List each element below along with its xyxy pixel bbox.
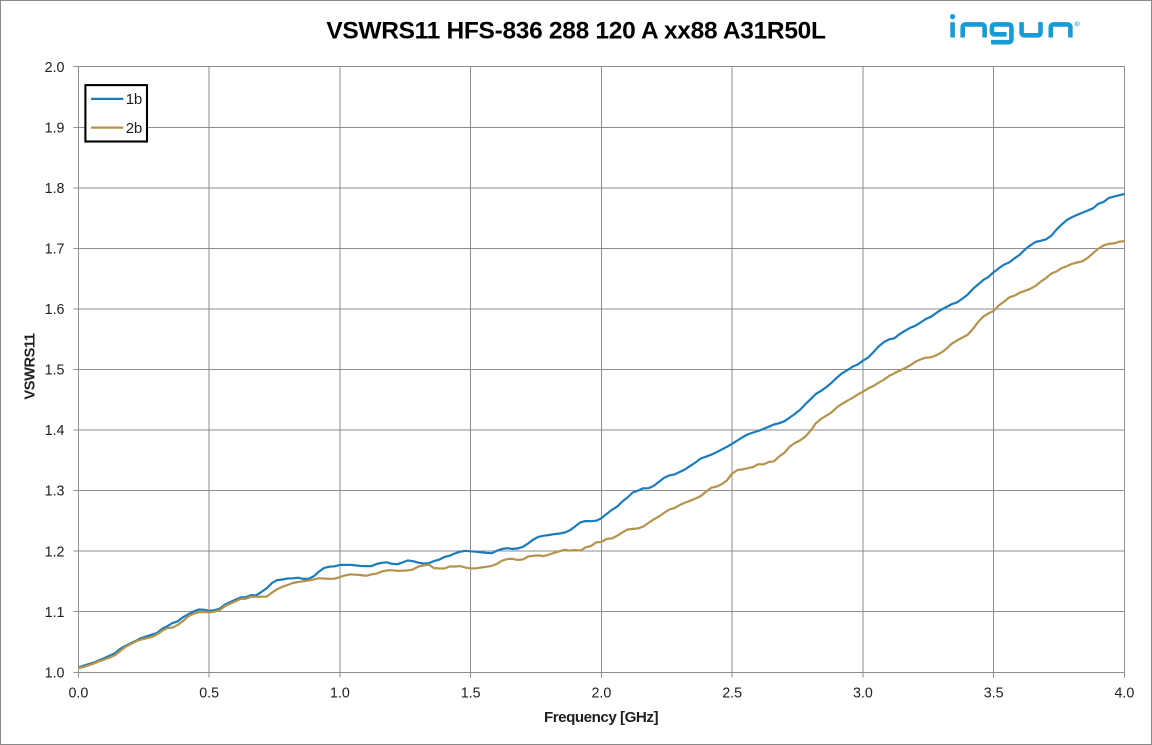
svg-text:1.8: 1.8 <box>45 181 65 197</box>
svg-text:4.0: 4.0 <box>1114 685 1134 701</box>
svg-text:1.2: 1.2 <box>45 544 65 560</box>
svg-text:1.4: 1.4 <box>45 423 65 439</box>
svg-text:1.7: 1.7 <box>45 241 65 257</box>
svg-text:1.1: 1.1 <box>45 605 65 621</box>
svg-text:1.5: 1.5 <box>45 363 65 379</box>
svg-text:0.0: 0.0 <box>68 685 88 701</box>
svg-text:1.6: 1.6 <box>45 302 65 318</box>
svg-text:2.0: 2.0 <box>591 685 611 701</box>
svg-text:1.3: 1.3 <box>45 484 65 500</box>
svg-text:2.5: 2.5 <box>722 685 742 701</box>
svg-text:1b: 1b <box>126 91 142 108</box>
svg-text:3.5: 3.5 <box>984 685 1004 701</box>
svg-text:1.9: 1.9 <box>45 120 65 136</box>
svg-text:0.5: 0.5 <box>199 685 219 701</box>
svg-text:3.0: 3.0 <box>853 685 873 701</box>
svg-text:VSWRS11: VSWRS11 <box>22 333 38 399</box>
svg-text:2b: 2b <box>126 120 142 137</box>
svg-text:Frequency [GHz]: Frequency [GHz] <box>544 709 658 726</box>
svg-text:1.0: 1.0 <box>45 665 65 681</box>
svg-text:1.5: 1.5 <box>461 685 481 701</box>
svg-text:VSWRS11 HFS-836 288 120 A xx88: VSWRS11 HFS-836 288 120 A xx88 A31R50L <box>326 18 826 45</box>
svg-text:R: R <box>1076 22 1078 26</box>
svg-text:1.0: 1.0 <box>330 685 350 701</box>
svg-text:2.0: 2.0 <box>45 60 65 76</box>
